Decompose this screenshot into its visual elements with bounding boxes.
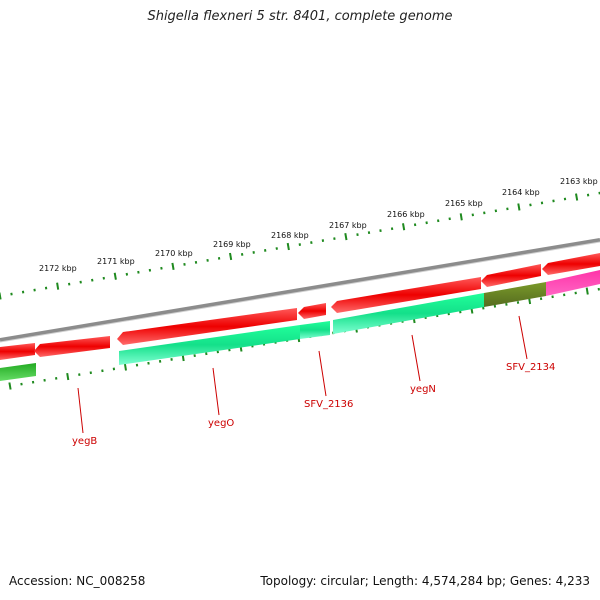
minor-tick <box>275 247 278 250</box>
major-tick <box>286 242 290 251</box>
gene-leader-lines <box>77 315 528 434</box>
tick-label: 2171 kbp <box>97 257 135 266</box>
cyan-feature[interactable] <box>333 293 484 334</box>
major-tick <box>585 287 589 295</box>
tick-label: 2167 kbp <box>329 221 367 230</box>
tick-label: 2169 kbp <box>213 240 251 249</box>
tick-label: 2168 kbp <box>271 231 309 240</box>
red-feature[interactable] <box>542 253 600 275</box>
reverse-strand-features <box>0 270 600 381</box>
major-tick <box>459 213 463 221</box>
gene-label-SFV_2136[interactable]: SFV_2136 <box>304 399 353 410</box>
minor-tick <box>160 266 163 270</box>
accession-text: Accession: NC_008258 <box>9 574 146 588</box>
major-tick <box>575 193 579 201</box>
gene-label-SFV_2134[interactable]: SFV_2134 <box>506 362 555 373</box>
major-tick <box>123 363 127 371</box>
major-tick <box>0 292 2 300</box>
outer-ruler <box>0 191 600 300</box>
major-tick <box>56 282 60 290</box>
major-tick <box>171 262 175 270</box>
cyan-feature[interactable] <box>119 325 300 365</box>
topology-text: Topology: circular; Length: 4,574,284 bp… <box>260 574 590 588</box>
red-feature[interactable] <box>117 308 297 345</box>
gene-label-yegN[interactable]: yegN <box>410 384 436 395</box>
red-feature[interactable] <box>331 277 481 313</box>
olive-feature[interactable] <box>484 282 546 307</box>
map-title: Shigella flexneri 5 str. 8401, complete … <box>147 9 453 24</box>
major-tick <box>113 272 117 280</box>
pink-feature[interactable] <box>546 270 600 296</box>
forward-strand-features <box>0 253 600 360</box>
green-feature[interactable] <box>0 363 36 381</box>
tick-label: 2164 kbp <box>502 188 540 197</box>
major-tick <box>229 252 233 261</box>
major-tick <box>344 233 348 241</box>
tick-label: 2172 kbp <box>39 264 77 273</box>
red-feature[interactable] <box>298 303 326 319</box>
red-feature[interactable] <box>34 336 110 357</box>
cyan-feature[interactable] <box>300 321 330 339</box>
major-tick <box>66 372 70 381</box>
red-feature[interactable] <box>481 264 541 287</box>
ruler-labels: 2172 kbp 2171 kbp 2170 kbp 2169 kbp 2168… <box>39 177 598 273</box>
major-tick <box>517 203 521 211</box>
tick-label: 2163 kbp <box>560 177 598 186</box>
minor-tick <box>240 253 244 256</box>
major-tick <box>8 382 12 390</box>
minor-tick <box>494 209 498 213</box>
red-feature[interactable] <box>0 343 35 360</box>
genome-backbone <box>0 238 600 342</box>
gene-label-yegB[interactable]: yegB <box>72 436 97 447</box>
minor-tick <box>125 272 129 276</box>
minor-tick <box>310 241 313 244</box>
gene-label-yegO[interactable]: yegO <box>208 418 234 429</box>
gene-labels: yegB yegO SFV_2136 yegN SFV_2134 <box>72 362 555 447</box>
tick-label: 2166 kbp <box>387 210 425 219</box>
tick-label: 2165 kbp <box>445 199 483 208</box>
minor-tick <box>529 203 532 207</box>
minor-tick <box>425 221 428 225</box>
tick-label: 2170 kbp <box>155 249 193 258</box>
minor-tick <box>91 278 94 282</box>
major-tick <box>402 223 406 231</box>
